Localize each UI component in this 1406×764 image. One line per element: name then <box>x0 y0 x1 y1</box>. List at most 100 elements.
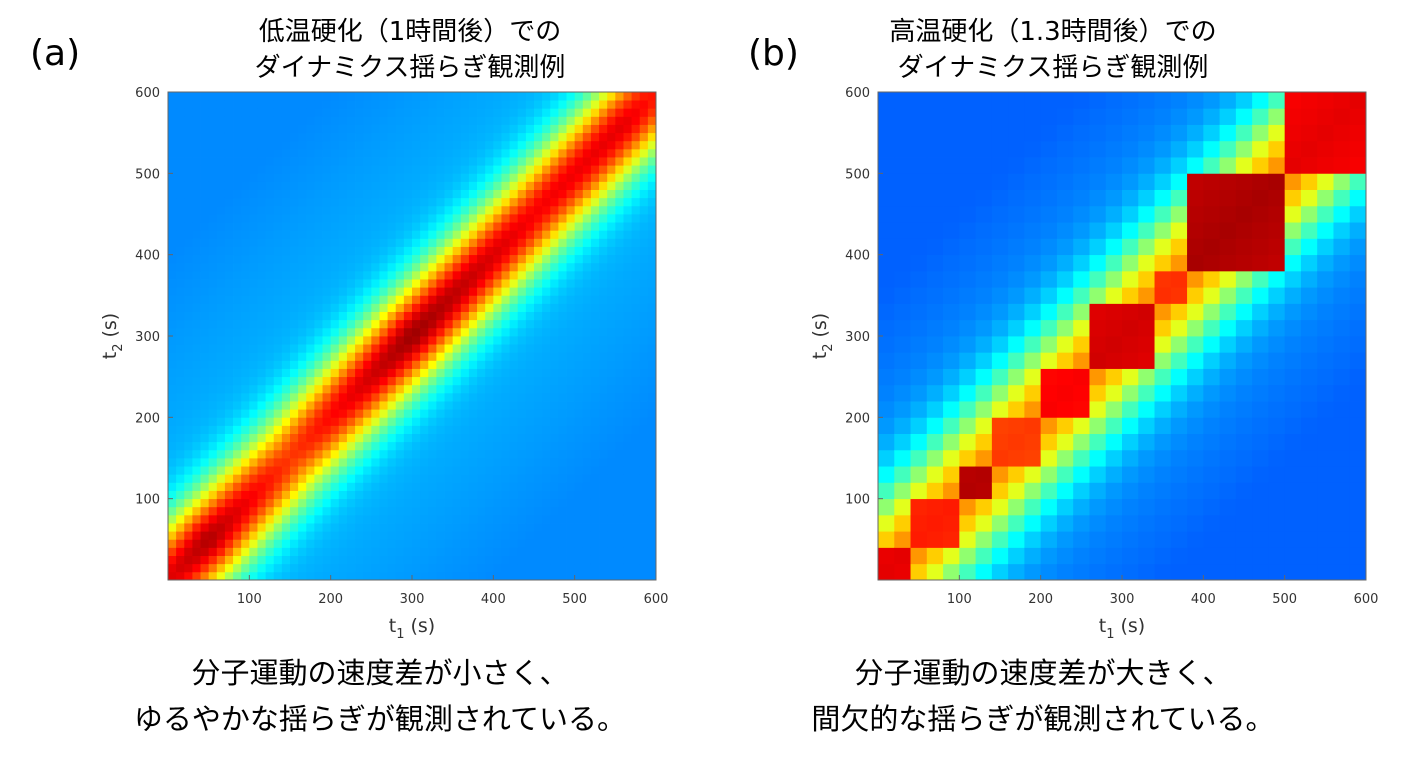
heatmap-cell <box>346 336 356 345</box>
heatmap-cell <box>200 336 210 345</box>
heatmap-cell <box>1170 189 1188 207</box>
heatmap-cell <box>639 132 649 142</box>
heatmap-cell <box>639 124 649 134</box>
heatmap-cell <box>599 295 608 304</box>
heatmap-cell <box>363 392 372 402</box>
heatmap-cell <box>1056 157 1074 174</box>
heatmap-cell <box>444 506 454 516</box>
heatmap-cell <box>192 555 201 565</box>
heatmap-cell <box>192 303 201 312</box>
heatmap-cell <box>1040 498 1058 516</box>
heatmap-cell <box>574 433 584 443</box>
heatmap-cell <box>550 246 559 256</box>
heatmap-cell <box>233 214 242 223</box>
heatmap-cell <box>1154 205 1172 223</box>
heatmap-cell <box>379 523 388 532</box>
heatmap-cell <box>517 539 527 548</box>
heatmap-cell <box>346 482 356 491</box>
heatmap-cell <box>403 441 413 451</box>
heatmap-cell <box>216 360 226 369</box>
heatmap-cell <box>314 303 323 312</box>
heatmap-cell <box>200 279 210 288</box>
heatmap-cell <box>558 254 567 264</box>
heatmap-cell <box>477 165 486 174</box>
heatmap-cell <box>550 205 559 215</box>
heatmap-cell <box>477 555 486 565</box>
heatmap-cell <box>493 279 502 288</box>
heatmap-cell <box>1105 482 1123 500</box>
heatmap-cell <box>192 474 201 483</box>
heatmap-cell <box>1170 124 1188 142</box>
heatmap-cell <box>265 214 275 223</box>
heatmap-cell <box>249 433 258 443</box>
heatmap-cell <box>176 222 185 231</box>
heatmap-cell <box>607 197 616 207</box>
heatmap-cell <box>1138 319 1155 337</box>
heatmap-cell <box>306 189 315 199</box>
heatmap-cell <box>249 547 258 556</box>
heatmap-cell <box>647 262 657 272</box>
heatmap-cell <box>176 563 185 573</box>
heatmap-cell <box>387 555 397 565</box>
heatmap-cell <box>1252 238 1269 256</box>
heatmap-cell <box>322 108 332 117</box>
heatmap-cell <box>412 116 421 125</box>
heatmap-cell <box>338 563 348 573</box>
heatmap-cell <box>542 279 551 288</box>
heatmap-cell <box>371 514 380 524</box>
heatmap-cell <box>975 254 993 272</box>
heatmap-cell <box>910 417 928 434</box>
heatmap-cell <box>322 165 332 174</box>
heatmap-cell <box>176 287 185 296</box>
heatmap-cell <box>639 246 649 256</box>
heatmap-cell <box>647 230 657 239</box>
heatmap-cell <box>599 197 608 207</box>
heatmap-cell <box>249 116 258 125</box>
heatmap-cell <box>509 547 519 556</box>
heatmap-cell <box>330 449 340 459</box>
heatmap-cell <box>1008 238 1025 256</box>
heatmap-cell <box>1089 238 1107 256</box>
heatmap-cell <box>542 523 551 532</box>
heatmap-cell <box>558 368 567 378</box>
heatmap-cell <box>346 100 356 109</box>
heatmap-cell <box>1187 303 1204 321</box>
heatmap-cell <box>566 482 576 491</box>
heatmap-cell <box>192 327 201 337</box>
heatmap-cell <box>224 506 234 516</box>
heatmap-cell <box>216 181 226 190</box>
heatmap-cell <box>460 238 470 247</box>
heatmap-cell <box>168 246 177 256</box>
heatmap-cell <box>542 571 551 581</box>
heatmap-cell <box>363 92 372 101</box>
heatmap-cell <box>444 238 454 247</box>
heatmap-cell <box>468 262 478 272</box>
heatmap-cell <box>460 498 470 508</box>
heatmap-cell <box>477 368 486 378</box>
heatmap-cell <box>574 230 584 239</box>
heatmap-cell <box>647 539 657 548</box>
heatmap-cell <box>959 108 976 125</box>
heatmap-cell <box>1268 140 1286 158</box>
heatmap-cell <box>574 474 584 483</box>
heatmap-cell <box>1300 336 1318 353</box>
heatmap-cell <box>1040 222 1058 239</box>
heatmap-cell <box>468 205 478 215</box>
heatmap-cell <box>257 384 266 394</box>
heatmap-cell <box>517 514 527 524</box>
heatmap-cell <box>168 482 177 491</box>
heatmap-cell <box>477 319 486 329</box>
heatmap-cell <box>1138 108 1155 125</box>
heatmap-cell <box>265 140 275 150</box>
heatmap-cell <box>477 132 486 142</box>
heatmap-cell <box>420 352 429 361</box>
heatmap-cell <box>403 92 413 101</box>
heatmap-cell <box>184 384 193 394</box>
heatmap-cell <box>975 287 993 304</box>
heatmap-cell <box>574 449 584 459</box>
heatmap-cell <box>959 466 976 483</box>
heatmap-cell <box>281 124 291 134</box>
heatmap-cell <box>566 222 576 231</box>
heatmap-cell <box>412 173 421 182</box>
heatmap-cell <box>1154 270 1172 288</box>
